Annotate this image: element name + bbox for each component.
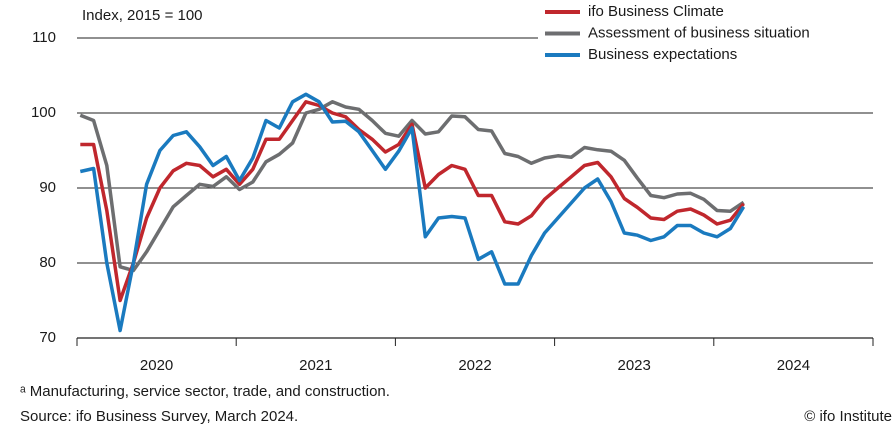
x-tick-label: 2024 <box>777 357 810 374</box>
source: Source: ifo Business Survey, March 2024. <box>20 408 298 425</box>
legend-background <box>538 0 894 68</box>
x-tick-label: 2023 <box>618 357 651 374</box>
legend-label: Assessment of business situation <box>588 24 810 41</box>
x-tick-label: 2022 <box>458 357 491 374</box>
x-tick-label: 2020 <box>140 357 173 374</box>
x-tick-label: 2021 <box>299 357 332 374</box>
y-tick-label: 70 <box>39 329 56 346</box>
y-axis-label: Index, 2015 = 100 <box>82 7 203 24</box>
series-line <box>79 100 745 273</box>
legend-label: Business expectations <box>588 46 737 63</box>
y-tick-label: 90 <box>39 179 56 196</box>
y-tick-label: 110 <box>32 29 56 46</box>
copyright: © ifo Institute <box>804 408 892 425</box>
legend-label: ifo Business Climate <box>588 3 724 20</box>
y-tick-label: 100 <box>31 104 56 121</box>
y-tick-label: 80 <box>39 254 56 271</box>
series-line <box>79 92 746 333</box>
series-line <box>80 100 745 303</box>
footnote: ᵃ Manufacturing, service sector, trade, … <box>20 383 390 400</box>
